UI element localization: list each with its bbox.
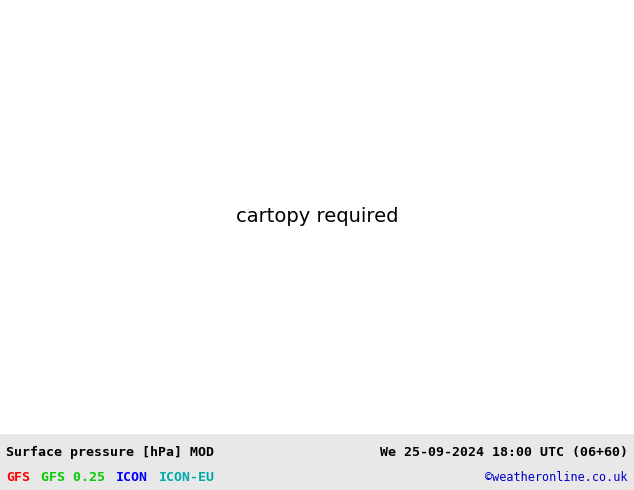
Text: We 25-09-2024 18:00 UTC (06+60): We 25-09-2024 18:00 UTC (06+60)	[380, 446, 628, 459]
Text: ICON-EU: ICON-EU	[158, 471, 214, 484]
Text: GFS: GFS	[6, 471, 30, 484]
Text: ICON: ICON	[116, 471, 148, 484]
Text: cartopy required: cartopy required	[236, 207, 398, 226]
Text: ©weatheronline.co.uk: ©weatheronline.co.uk	[485, 471, 628, 484]
Text: Surface pressure [hPa] MOD: Surface pressure [hPa] MOD	[6, 446, 214, 459]
Text: GFS 0.25: GFS 0.25	[41, 471, 105, 484]
